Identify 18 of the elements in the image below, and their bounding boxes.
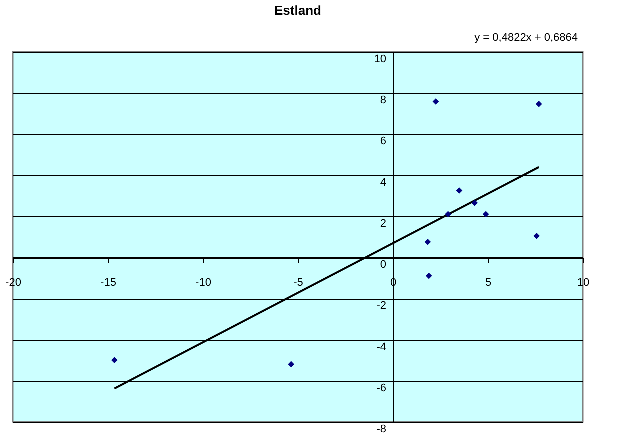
x-tick-label: 10 (577, 277, 590, 290)
text: y = 0,4822x + 0,6864 (474, 32, 578, 44)
y-tick-label: 2 (380, 218, 386, 230)
x-tick-label: -10 (196, 277, 212, 290)
y-tick-label: -2 (376, 300, 386, 312)
y-tick-label: 8 (380, 94, 386, 107)
chart-title: Estland (274, 3, 322, 18)
y-tick-label: -8 (376, 424, 386, 434)
y-tick-label: 6 (380, 136, 386, 148)
x-tick-label: 5 (485, 277, 492, 290)
x-tick-label: -15 (100, 277, 116, 290)
y-tick-label: 0 (380, 259, 386, 272)
x-tick-label: -20 (6, 277, 22, 290)
y-tick-label: -6 (376, 382, 386, 394)
y-tick-label: 4 (380, 176, 386, 189)
y-tick-label: -4 (376, 341, 386, 354)
y-tick-label: 10 (374, 54, 386, 66)
x-tick-label: -5 (294, 277, 304, 290)
